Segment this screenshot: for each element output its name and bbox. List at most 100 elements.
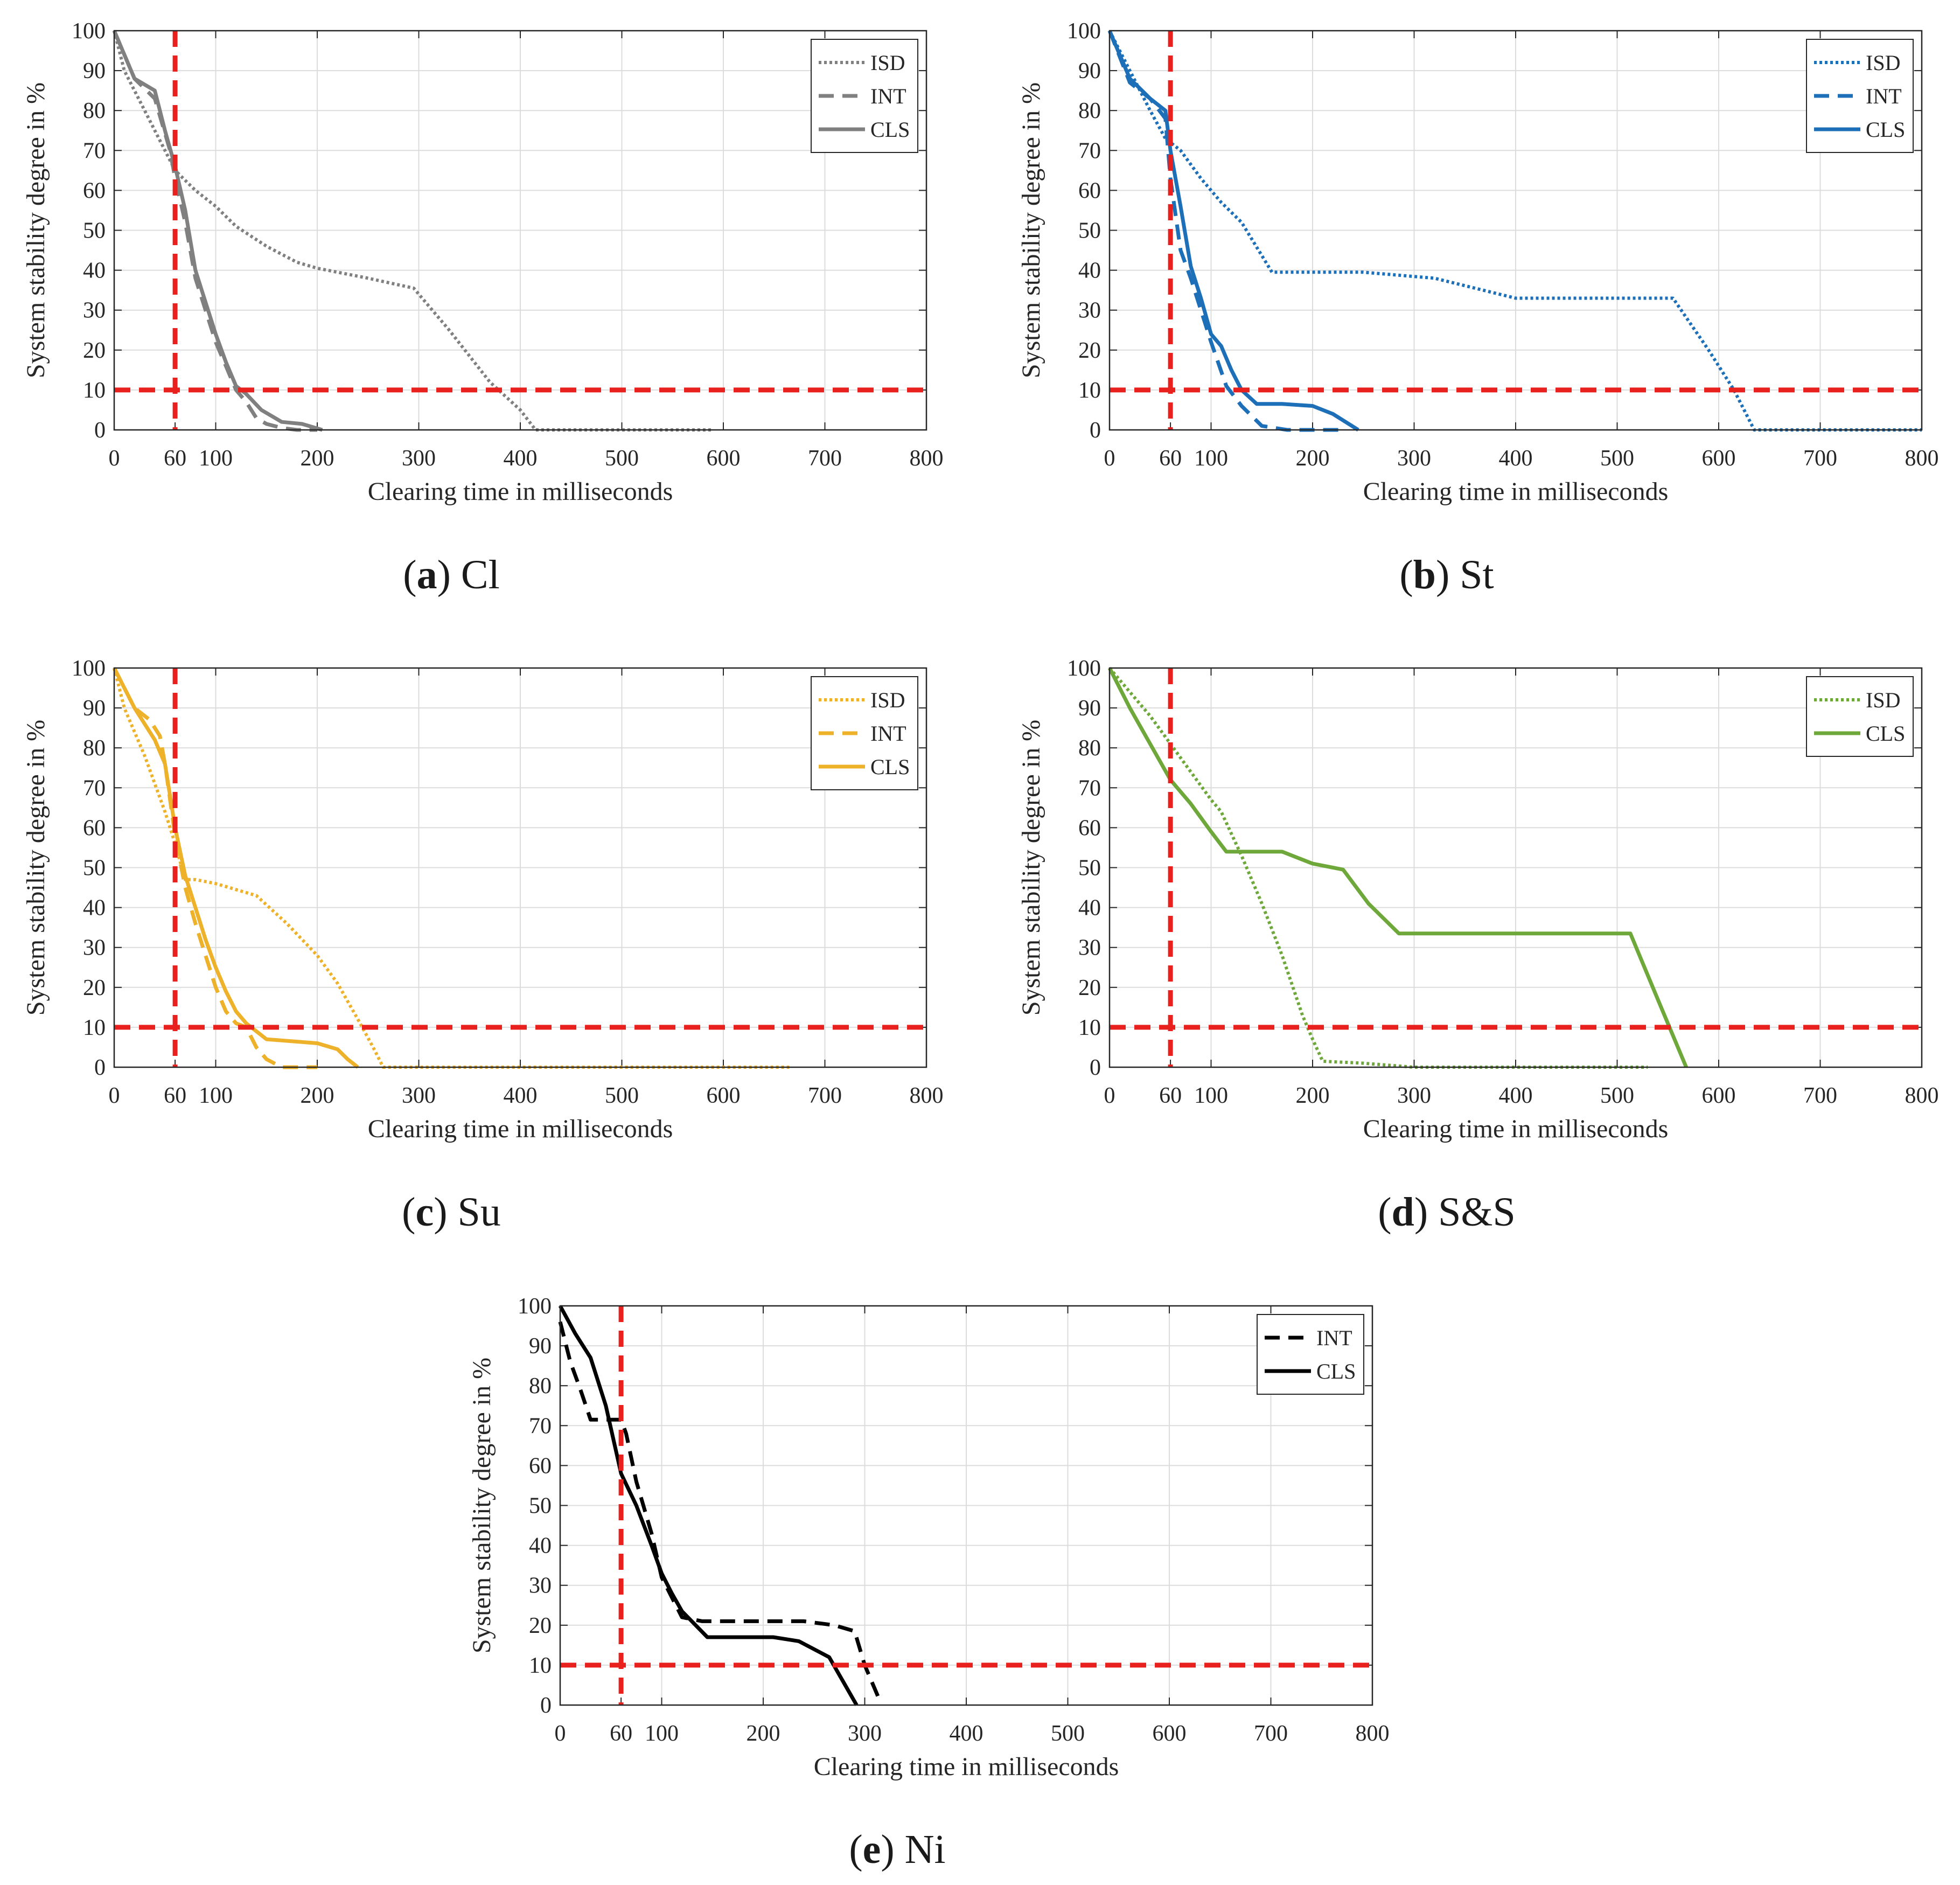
- x-axis-label: Clearing time in milliseconds: [1363, 477, 1669, 506]
- x-tick-label: 800: [1905, 446, 1939, 471]
- series-line-int: [1107, 30, 1343, 432]
- x-tick-label: 300: [848, 1721, 882, 1746]
- x-tick-label: 700: [808, 446, 842, 471]
- x-tick-label: 800: [910, 446, 944, 471]
- y-tick-label: 30: [529, 1574, 552, 1598]
- legend-label-cls: CLS: [1866, 117, 1905, 142]
- ticks: 0 60 100 200 300 400 500 600 700 800 0 10 20 30 40 50 60…: [1067, 19, 1939, 471]
- legend: ISD INT CLS: [811, 39, 918, 153]
- y-tick-label: 100: [1067, 19, 1101, 44]
- plot-border: [1108, 30, 1923, 431]
- plot-border: [559, 1305, 1373, 1706]
- legend: INT CLS: [1257, 1314, 1364, 1395]
- y-axis-label: System stability degree in %: [1017, 82, 1045, 378]
- legend-label-int: INT: [1316, 1326, 1352, 1350]
- x-tick-label: 600: [1702, 446, 1736, 471]
- x-axis-label: Clearing time in milliseconds: [368, 477, 673, 506]
- y-tick-label: 30: [1078, 936, 1101, 961]
- x-tick-label: 400: [504, 446, 538, 471]
- y-tick-label: 60: [83, 178, 106, 203]
- legend-label-cls: CLS: [1316, 1359, 1356, 1383]
- y-tick-label: 10: [1078, 378, 1101, 403]
- x-axis-label: Clearing time in milliseconds: [814, 1752, 1119, 1781]
- y-tick-label: 70: [1078, 138, 1101, 163]
- y-tick-label: 10: [1078, 1015, 1101, 1040]
- y-tick-label: 100: [72, 19, 106, 44]
- series-line-cls: [558, 1305, 859, 1706]
- legend-label-int: INT: [870, 84, 906, 108]
- x-tick-label: 300: [1397, 1083, 1431, 1108]
- y-tick-label: 60: [529, 1453, 552, 1478]
- plot-border: [1108, 667, 1923, 1068]
- caption-open-paren: (: [1399, 552, 1413, 597]
- y-tick-label: 50: [529, 1494, 552, 1519]
- x-tick-label: 60: [1159, 1083, 1182, 1108]
- caption-title: Ni: [905, 1827, 946, 1872]
- y-tick-label: 0: [540, 1693, 552, 1718]
- x-tick-label: 600: [707, 1083, 741, 1108]
- caption-letter: a: [417, 552, 437, 597]
- y-tick-label: 40: [83, 896, 106, 921]
- x-tick-label: 200: [1296, 446, 1330, 471]
- x-tick-label: 60: [610, 1721, 632, 1746]
- legend: ISD CLS: [1806, 676, 1914, 757]
- y-tick-label: 20: [529, 1613, 552, 1638]
- y-tick-label: 20: [1078, 338, 1101, 363]
- y-tick-label: 0: [1090, 1055, 1101, 1080]
- y-tick-label: 70: [1078, 776, 1101, 801]
- x-tick-label: 100: [645, 1721, 679, 1746]
- y-tick-label: 20: [83, 338, 106, 363]
- legend: ISD INT CLS: [811, 676, 918, 790]
- x-axis-label: Clearing time in milliseconds: [368, 1115, 673, 1143]
- legend-label-int: INT: [870, 721, 906, 746]
- caption-letter: c: [415, 1190, 434, 1235]
- y-tick-label: 100: [72, 656, 106, 681]
- x-tick-label: 400: [1499, 1083, 1533, 1108]
- legend-label-isd: ISD: [870, 688, 905, 712]
- x-tick-label: 500: [1600, 446, 1634, 471]
- x-tick-label: 0: [109, 1083, 120, 1108]
- x-tick-label: 200: [301, 1083, 334, 1108]
- y-tick-label: 80: [83, 736, 106, 761]
- plot-border: [113, 30, 927, 431]
- x-tick-label: 300: [1397, 446, 1431, 471]
- x-tick-label: 100: [1194, 1083, 1228, 1108]
- y-tick-label: 70: [83, 138, 106, 163]
- x-axis-label: Clearing time in milliseconds: [1363, 1115, 1669, 1143]
- ticks: 0 60 100 200 300 400 500 600 700 800 0 10 20 30 40 50 60…: [1067, 656, 1939, 1108]
- caption-close-paren: ): [437, 552, 461, 597]
- legend-label-int: INT: [1866, 84, 1902, 108]
- legend-label-isd: ISD: [1866, 51, 1900, 75]
- panel-caption: (e) Ni: [849, 1827, 945, 1872]
- series-line-isd: [1108, 667, 1648, 1069]
- caption-open-paren: (: [402, 1190, 415, 1235]
- y-tick-label: 30: [83, 298, 106, 323]
- legend-box: [1806, 676, 1914, 757]
- x-tick-label: 60: [164, 1083, 186, 1108]
- x-tick-label: 600: [707, 446, 741, 471]
- x-tick-label: 100: [1194, 446, 1228, 471]
- x-tick-label: 100: [199, 446, 233, 471]
- y-tick-label: 0: [94, 418, 106, 443]
- y-tick-label: 60: [1078, 178, 1101, 203]
- y-tick-label: 30: [83, 936, 106, 961]
- chart-e: 0 60 100 200 300 400 500 600 700 800 0 10 20 30 40 50 60…: [468, 1294, 1390, 1872]
- caption-title: Su: [458, 1190, 501, 1235]
- caption-title: St: [1460, 552, 1494, 597]
- x-tick-label: 600: [1702, 1083, 1736, 1108]
- caption-open-paren: (: [1378, 1190, 1391, 1235]
- caption-letter: e: [863, 1827, 881, 1872]
- x-tick-label: 500: [605, 446, 639, 471]
- legend-box: [1257, 1314, 1364, 1395]
- series-line-cls: [112, 30, 323, 432]
- x-tick-label: 700: [808, 1083, 842, 1108]
- legend-label-isd: ISD: [1866, 688, 1900, 712]
- series-line-int: [112, 30, 317, 432]
- x-tick-label: 0: [1104, 446, 1115, 471]
- y-axis-label: System stability degree in %: [468, 1358, 496, 1653]
- y-tick-label: 90: [83, 696, 106, 721]
- y-tick-label: 70: [529, 1414, 552, 1438]
- ticks: 0 60 100 200 300 400 500 600 700 800 0 10 20 30 40 50 60…: [72, 19, 944, 471]
- x-tick-label: 400: [1499, 446, 1533, 471]
